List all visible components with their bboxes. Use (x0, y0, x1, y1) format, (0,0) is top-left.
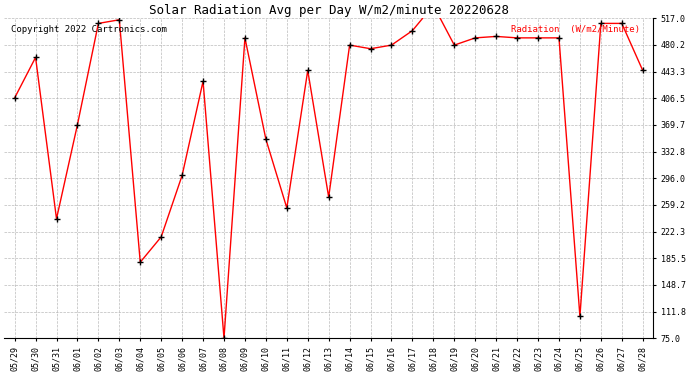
Radiation  (W/m2/Minute) (555, 36, 563, 40)
Radiation  (W/m2/Minute) (136, 260, 144, 264)
Radiation  (W/m2/Minute) (52, 216, 61, 221)
Radiation  (W/m2/Minute) (597, 21, 605, 26)
Radiation  (W/m2/Minute) (178, 173, 186, 178)
Radiation  (W/m2/Minute) (618, 21, 626, 26)
Radiation  (W/m2/Minute) (387, 43, 395, 47)
Radiation  (W/m2/Minute) (10, 96, 19, 100)
Radiation  (W/m2/Minute) (262, 137, 270, 141)
Radiation  (W/m2/Minute) (471, 36, 480, 40)
Radiation  (W/m2/Minute) (95, 21, 103, 26)
Radiation  (W/m2/Minute) (513, 36, 521, 40)
Radiation  (W/m2/Minute) (534, 36, 542, 40)
Title: Solar Radiation Avg per Day W/m2/minute 20220628: Solar Radiation Avg per Day W/m2/minute … (148, 4, 509, 17)
Radiation  (W/m2/Minute) (638, 68, 647, 73)
Text: Radiation  (W/m2/Minute): Radiation (W/m2/Minute) (511, 25, 640, 34)
Radiation  (W/m2/Minute) (492, 34, 500, 39)
Radiation  (W/m2/Minute) (429, 3, 437, 8)
Radiation  (W/m2/Minute) (115, 18, 124, 22)
Radiation  (W/m2/Minute) (575, 314, 584, 319)
Radiation  (W/m2/Minute) (220, 336, 228, 340)
Radiation  (W/m2/Minute) (73, 123, 81, 127)
Radiation  (W/m2/Minute) (32, 55, 40, 60)
Line: Radiation  (W/m2/Minute): Radiation (W/m2/Minute) (12, 3, 646, 341)
Radiation  (W/m2/Minute) (450, 43, 458, 47)
Radiation  (W/m2/Minute) (366, 46, 375, 51)
Radiation  (W/m2/Minute) (408, 28, 417, 33)
Radiation  (W/m2/Minute) (283, 206, 291, 210)
Radiation  (W/m2/Minute) (304, 68, 312, 73)
Radiation  (W/m2/Minute) (157, 235, 166, 239)
Radiation  (W/m2/Minute) (241, 36, 249, 40)
Radiation  (W/m2/Minute) (324, 195, 333, 200)
Text: Copyright 2022 Cartronics.com: Copyright 2022 Cartronics.com (10, 25, 166, 34)
Radiation  (W/m2/Minute) (346, 43, 354, 47)
Radiation  (W/m2/Minute) (199, 79, 207, 84)
